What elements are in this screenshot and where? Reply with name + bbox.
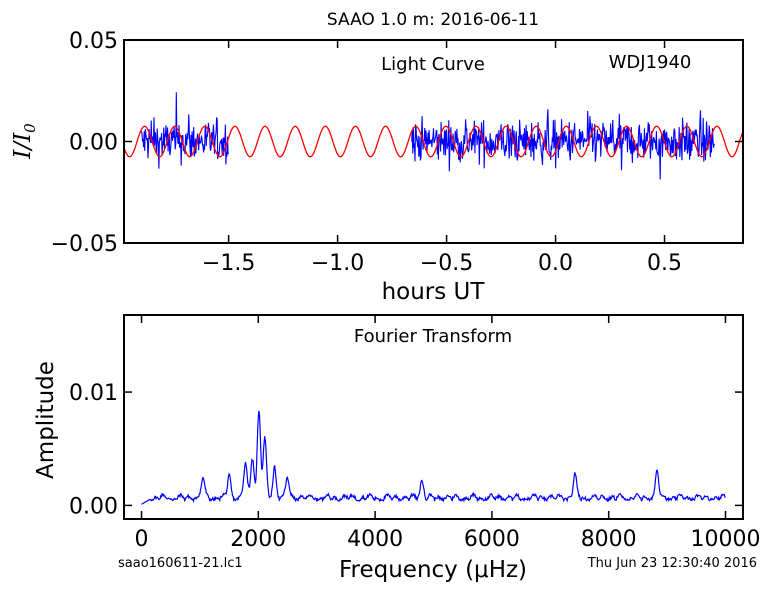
light-curve-xtick-label: −1.0 — [311, 251, 364, 276]
light-curve-xtick-label: 0.0 — [538, 251, 573, 276]
light-curve-ytick-label: −0.05 — [51, 232, 118, 257]
fourier-xtick-label: 8000 — [581, 527, 637, 552]
fourier-amplitude-spectrum — [141, 410, 726, 505]
light-curve-xtick-label: 0.5 — [647, 251, 682, 276]
light-curve-panel: −1.5 −1.0 −0.5 0.0 0.5 −0.05 0.00 0.05 Light Cu… — [10, 29, 744, 305]
light-curve-xtick-label: −0.5 — [420, 251, 473, 276]
fourier-frame — [123, 314, 744, 520]
fourier-ylabel: Amplitude — [33, 361, 59, 479]
figure-title: SAAO 1.0 m: 2016-06-11 — [327, 10, 539, 30]
fourier-xtick-label: 10000 — [690, 527, 760, 552]
fourier-ytick-label: 0.01 — [69, 381, 118, 406]
footer-filename: saao160611-21.lc1 — [118, 556, 243, 571]
light-curve-title: Light Curve — [381, 54, 485, 75]
light-curve-ytick-label: 0.05 — [69, 29, 118, 54]
light-curve-data-segment-1 — [411, 109, 716, 180]
light-curve-sinusoid-fit — [124, 125, 743, 158]
light-curve-ylabel: I/I0 — [10, 123, 39, 160]
fourier-xtick-label: 6000 — [464, 527, 520, 552]
light-curve-annotation: WDJ1940 — [609, 52, 692, 73]
fourier-xtick-label: 2000 — [230, 527, 286, 552]
fourier-xtick-label: 4000 — [347, 527, 403, 552]
footer-timestamp: Thu Jun 23 12:30:40 2016 — [587, 556, 757, 571]
fourier-title: Fourier Transform — [354, 326, 512, 347]
light-curve-xtick-label: −1.5 — [202, 251, 255, 276]
fourier-xtick-label: 0 — [135, 527, 149, 552]
light-curve-xlabel: hours UT — [382, 279, 486, 305]
light-curve-data-segment-0 — [140, 92, 230, 169]
light-curve-ytick-label: 0.00 — [69, 131, 118, 156]
fourier-ytick-label: 0.00 — [69, 494, 118, 519]
fourier-transform-panel: 0 2000 4000 6000 8000 10000 0.00 0.01 Fourier T… — [33, 314, 760, 583]
fourier-xlabel: Frequency (μHz) — [339, 557, 527, 583]
